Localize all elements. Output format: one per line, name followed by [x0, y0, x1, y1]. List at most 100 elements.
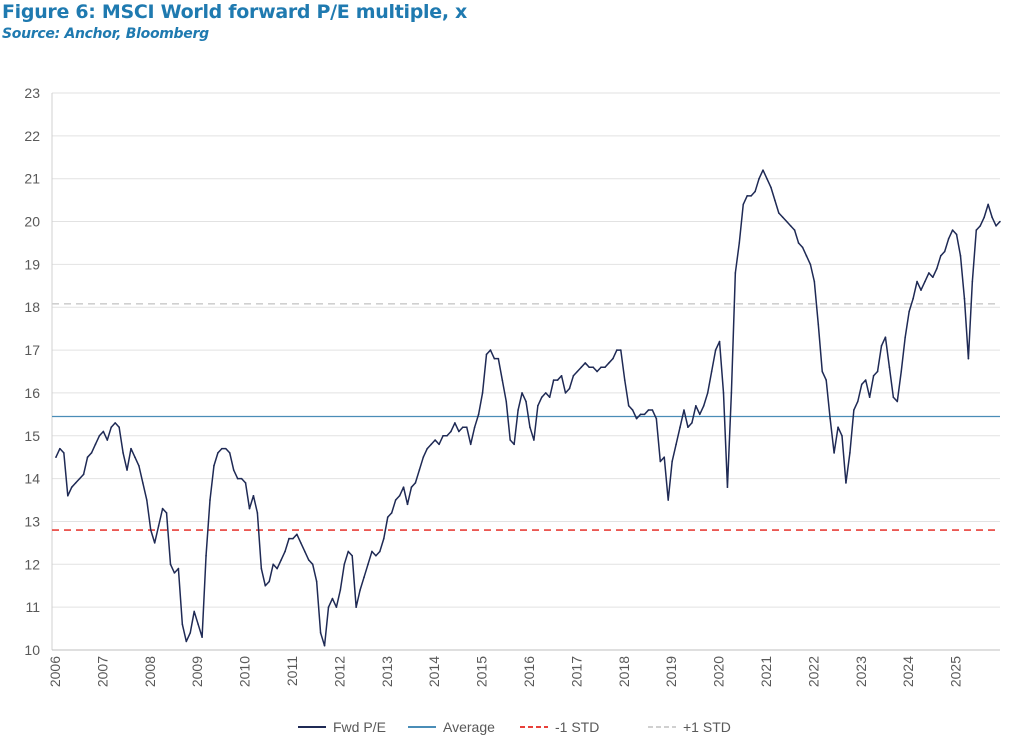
data-point-fwd-pe — [849, 452, 851, 454]
y-tick-label: 11 — [25, 599, 40, 615]
data-point-fwd-pe — [568, 387, 571, 390]
data-point-fwd-pe — [473, 426, 476, 429]
y-tick-label: 12 — [24, 556, 40, 572]
data-point-fwd-pe — [584, 362, 587, 364]
data-point-fwd-pe — [604, 366, 606, 369]
data-point-fwd-pe — [797, 242, 800, 244]
data-point-fwd-pe — [710, 370, 713, 373]
data-point-fwd-pe — [600, 366, 602, 369]
data-point-fwd-pe — [932, 276, 934, 279]
data-point-fwd-pe — [63, 452, 65, 454]
data-point-fwd-pe — [868, 396, 871, 399]
data-point-fwd-pe — [781, 216, 784, 219]
data-point-fwd-pe — [754, 190, 756, 193]
data-point-fwd-pe — [351, 554, 353, 557]
data-point-fwd-pe — [434, 439, 436, 441]
data-point-fwd-pe — [651, 409, 654, 411]
data-point-fwd-pe — [714, 349, 717, 351]
data-point-fwd-pe — [671, 460, 673, 463]
data-point-fwd-pe — [987, 203, 989, 206]
x-tick-label: 2009 — [189, 656, 205, 687]
data-point-fwd-pe — [935, 267, 938, 270]
data-point-fwd-pe — [675, 443, 677, 446]
data-point-fwd-pe — [979, 225, 982, 227]
data-point-fwd-pe — [924, 280, 926, 283]
data-point-fwd-pe — [339, 589, 342, 591]
data-point-fwd-pe — [469, 443, 472, 446]
data-point-fwd-pe — [300, 542, 302, 544]
data-point-fwd-pe — [82, 473, 85, 476]
data-point-fwd-pe — [533, 439, 535, 441]
data-point-fwd-pe — [698, 413, 701, 416]
y-tick-label: 18 — [24, 299, 40, 315]
data-point-fwd-pe — [971, 280, 974, 283]
data-point-fwd-pe — [900, 370, 903, 373]
data-point-fwd-pe — [777, 212, 780, 214]
data-point-fwd-pe — [829, 417, 831, 420]
data-point-fwd-pe — [430, 443, 432, 446]
data-point-fwd-pe — [280, 559, 282, 561]
data-point-fwd-pe — [746, 195, 748, 197]
data-point-fwd-pe — [394, 499, 397, 501]
data-point-fwd-pe — [501, 379, 504, 381]
data-point-fwd-pe — [161, 507, 164, 510]
data-point-fwd-pe — [138, 464, 140, 467]
data-point-fwd-pe — [860, 383, 863, 386]
y-tick-label: 15 — [24, 428, 40, 444]
data-point-fwd-pe — [544, 392, 547, 394]
legend-label: Fwd P/E — [333, 719, 386, 735]
data-point-fwd-pe — [928, 272, 930, 274]
data-point-fwd-pe — [410, 486, 413, 488]
data-point-fwd-pe — [817, 323, 820, 326]
data-point-fwd-pe — [540, 396, 543, 399]
data-point-fwd-pe — [221, 447, 223, 450]
data-point-fwd-pe — [821, 370, 824, 373]
x-tick-label: 2010 — [237, 656, 253, 687]
data-point-fwd-pe — [418, 469, 421, 471]
x-tick-label: 2018 — [616, 656, 632, 687]
data-point-fwd-pe — [517, 409, 519, 411]
data-point-fwd-pe — [659, 460, 662, 463]
data-point-fwd-pe — [770, 186, 772, 189]
data-point-fwd-pe — [232, 469, 235, 471]
data-point-fwd-pe — [679, 426, 681, 429]
chart-subtitle: Source: Anchor, Bloomberg — [2, 26, 209, 42]
data-point-fwd-pe — [78, 477, 81, 480]
data-point-fwd-pe — [525, 400, 527, 403]
data-point-fwd-pe — [252, 494, 255, 497]
data-point-fwd-pe — [608, 362, 610, 364]
data-point-fwd-pe — [939, 255, 942, 257]
data-point-fwd-pe — [398, 494, 401, 497]
data-point-fwd-pe — [734, 272, 737, 274]
data-point-fwd-pe — [643, 413, 646, 416]
data-point-fwd-pe — [94, 443, 97, 446]
y-tick-label: 10 — [24, 642, 40, 658]
data-point-fwd-pe — [363, 576, 365, 578]
x-tick-label: 2020 — [711, 656, 727, 687]
data-point-fwd-pe — [102, 430, 105, 433]
data-point-fwd-pe — [683, 409, 685, 411]
data-point-fwd-pe — [236, 477, 239, 480]
data-point-fwd-pe — [537, 404, 539, 407]
x-tick-label: 2024 — [900, 656, 916, 687]
data-point-fwd-pe — [493, 357, 496, 360]
data-point-fwd-pe — [145, 499, 148, 501]
data-point-fwd-pe — [177, 567, 180, 570]
data-point-fwd-pe — [738, 242, 741, 244]
data-point-fwd-pe — [612, 357, 614, 360]
data-point-fwd-pe — [461, 426, 464, 429]
data-point-fwd-pe — [667, 499, 669, 501]
y-tick-label: 19 — [24, 256, 40, 272]
data-point-fwd-pe — [951, 229, 954, 231]
data-point-fwd-pe — [217, 452, 219, 454]
data-point-fwd-pe — [74, 482, 77, 484]
data-point-fwd-pe — [307, 559, 310, 561]
chart-title: Figure 6: MSCI World forward P/E multipl… — [2, 1, 468, 23]
data-point-fwd-pe — [959, 255, 962, 257]
data-point-fwd-pe — [343, 563, 346, 566]
x-tick-label: 2013 — [379, 656, 395, 687]
data-point-fwd-pe — [153, 542, 156, 544]
data-point-fwd-pe — [197, 623, 199, 626]
data-point-fwd-pe — [722, 392, 725, 394]
data-point-fwd-pe — [975, 229, 978, 231]
